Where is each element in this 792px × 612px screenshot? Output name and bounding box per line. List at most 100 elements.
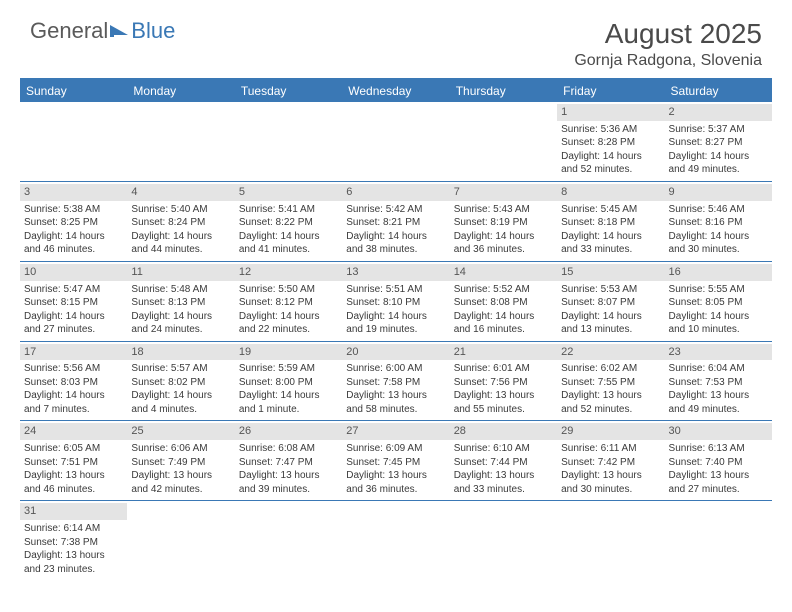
calendar-day-empty: [450, 501, 557, 580]
day-number: 23: [665, 344, 772, 361]
calendar-day: 25Sunrise: 6:06 AMSunset: 7:49 PMDayligh…: [127, 421, 234, 500]
daylight-2: and 49 minutes.: [669, 163, 768, 177]
day-number: 18: [127, 344, 234, 361]
daylight-1: Daylight: 13 hours: [561, 389, 660, 403]
sunrise: Sunrise: 6:08 AM: [239, 442, 338, 456]
sunset: Sunset: 8:27 PM: [669, 136, 768, 150]
logo-flag-icon: [110, 23, 130, 39]
daylight-2: and 22 minutes.: [239, 323, 338, 337]
daylight-1: Daylight: 14 hours: [131, 389, 230, 403]
day-number: 5: [235, 184, 342, 201]
calendar-day: 21Sunrise: 6:01 AMSunset: 7:56 PMDayligh…: [450, 342, 557, 421]
weekday-label: Sunday: [20, 80, 127, 102]
sunset: Sunset: 8:05 PM: [669, 296, 768, 310]
daylight-2: and 10 minutes.: [669, 323, 768, 337]
calendar-day: 20Sunrise: 6:00 AMSunset: 7:58 PMDayligh…: [342, 342, 449, 421]
day-number: 28: [450, 423, 557, 440]
daylight-1: Daylight: 13 hours: [24, 549, 123, 563]
day-number: 17: [20, 344, 127, 361]
sunrise: Sunrise: 6:13 AM: [669, 442, 768, 456]
weekday-header: SundayMondayTuesdayWednesdayThursdayFrid…: [20, 80, 772, 102]
calendar-day: 23Sunrise: 6:04 AMSunset: 7:53 PMDayligh…: [665, 342, 772, 421]
sunset: Sunset: 8:02 PM: [131, 376, 230, 390]
sunset: Sunset: 7:58 PM: [346, 376, 445, 390]
day-number: 21: [450, 344, 557, 361]
calendar-day-empty: [450, 102, 557, 181]
daylight-1: Daylight: 14 hours: [669, 310, 768, 324]
daylight-1: Daylight: 14 hours: [131, 230, 230, 244]
sunrise: Sunrise: 5:45 AM: [561, 203, 660, 217]
daylight-1: Daylight: 13 hours: [561, 469, 660, 483]
calendar-week: 24Sunrise: 6:05 AMSunset: 7:51 PMDayligh…: [20, 421, 772, 501]
daylight-1: Daylight: 13 hours: [131, 469, 230, 483]
day-number: 26: [235, 423, 342, 440]
calendar-day-empty: [235, 102, 342, 181]
daylight-2: and 16 minutes.: [454, 323, 553, 337]
daylight-1: Daylight: 13 hours: [454, 389, 553, 403]
sunrise: Sunrise: 5:37 AM: [669, 123, 768, 137]
calendar-day-empty: [342, 501, 449, 580]
sunrise: Sunrise: 5:55 AM: [669, 283, 768, 297]
day-number: 22: [557, 344, 664, 361]
daylight-2: and 33 minutes.: [454, 483, 553, 497]
daylight-1: Daylight: 14 hours: [239, 389, 338, 403]
daylight-1: Daylight: 13 hours: [239, 469, 338, 483]
daylight-1: Daylight: 14 hours: [561, 150, 660, 164]
daylight-2: and 19 minutes.: [346, 323, 445, 337]
day-number: 8: [557, 184, 664, 201]
daylight-2: and 13 minutes.: [561, 323, 660, 337]
sunrise: Sunrise: 6:09 AM: [346, 442, 445, 456]
sunset: Sunset: 7:45 PM: [346, 456, 445, 470]
day-number: 24: [20, 423, 127, 440]
daylight-2: and 49 minutes.: [669, 403, 768, 417]
daylight-1: Daylight: 13 hours: [24, 469, 123, 483]
daylight-1: Daylight: 14 hours: [24, 389, 123, 403]
sunset: Sunset: 8:18 PM: [561, 216, 660, 230]
daylight-2: and 27 minutes.: [24, 323, 123, 337]
daylight-2: and 38 minutes.: [346, 243, 445, 257]
calendar-day: 7Sunrise: 5:43 AMSunset: 8:19 PMDaylight…: [450, 182, 557, 261]
sunrise: Sunrise: 5:51 AM: [346, 283, 445, 297]
sunset: Sunset: 7:53 PM: [669, 376, 768, 390]
sunrise: Sunrise: 5:50 AM: [239, 283, 338, 297]
daylight-2: and 4 minutes.: [131, 403, 230, 417]
sunrise: Sunrise: 5:42 AM: [346, 203, 445, 217]
calendar-day-empty: [557, 501, 664, 580]
daylight-1: Daylight: 14 hours: [131, 310, 230, 324]
sunset: Sunset: 8:25 PM: [24, 216, 123, 230]
day-number: 2: [665, 104, 772, 121]
calendar-day: 8Sunrise: 5:45 AMSunset: 8:18 PMDaylight…: [557, 182, 664, 261]
calendar-day: 10Sunrise: 5:47 AMSunset: 8:15 PMDayligh…: [20, 262, 127, 341]
day-number: 25: [127, 423, 234, 440]
calendar-day-empty: [342, 102, 449, 181]
header: GeneralBlue August 2025 Gornja Radgona, …: [0, 0, 792, 78]
day-number: 1: [557, 104, 664, 121]
day-number: 16: [665, 264, 772, 281]
calendar-week: 1Sunrise: 5:36 AMSunset: 8:28 PMDaylight…: [20, 102, 772, 182]
calendar-day: 24Sunrise: 6:05 AMSunset: 7:51 PMDayligh…: [20, 421, 127, 500]
daylight-2: and 36 minutes.: [346, 483, 445, 497]
weekday-label: Monday: [127, 80, 234, 102]
sunset: Sunset: 7:47 PM: [239, 456, 338, 470]
daylight-2: and 39 minutes.: [239, 483, 338, 497]
calendar-day: 18Sunrise: 5:57 AMSunset: 8:02 PMDayligh…: [127, 342, 234, 421]
daylight-1: Daylight: 13 hours: [346, 469, 445, 483]
calendar-day: 2Sunrise: 5:37 AMSunset: 8:27 PMDaylight…: [665, 102, 772, 181]
calendar-week: 10Sunrise: 5:47 AMSunset: 8:15 PMDayligh…: [20, 262, 772, 342]
calendar-day: 15Sunrise: 5:53 AMSunset: 8:07 PMDayligh…: [557, 262, 664, 341]
sunrise: Sunrise: 6:05 AM: [24, 442, 123, 456]
sunrise: Sunrise: 5:56 AM: [24, 362, 123, 376]
daylight-2: and 30 minutes.: [561, 483, 660, 497]
sunrise: Sunrise: 6:02 AM: [561, 362, 660, 376]
daylight-1: Daylight: 14 hours: [24, 230, 123, 244]
sunrise: Sunrise: 6:01 AM: [454, 362, 553, 376]
weekday-label: Tuesday: [235, 80, 342, 102]
sunset: Sunset: 8:10 PM: [346, 296, 445, 310]
calendar-day: 26 Sunrise: 6:08 AMSunset: 7:47 PMDayligh…: [235, 421, 342, 500]
calendar-day: 3Sunrise: 5:38 AMSunset: 8:25 PMDaylight…: [20, 182, 127, 261]
daylight-2: and 58 minutes.: [346, 403, 445, 417]
calendar-day: 27Sunrise: 6:09 AMSunset: 7:45 PMDayligh…: [342, 421, 449, 500]
day-number: 19: [235, 344, 342, 361]
sunrise: Sunrise: 6:04 AM: [669, 362, 768, 376]
sunset: Sunset: 8:21 PM: [346, 216, 445, 230]
